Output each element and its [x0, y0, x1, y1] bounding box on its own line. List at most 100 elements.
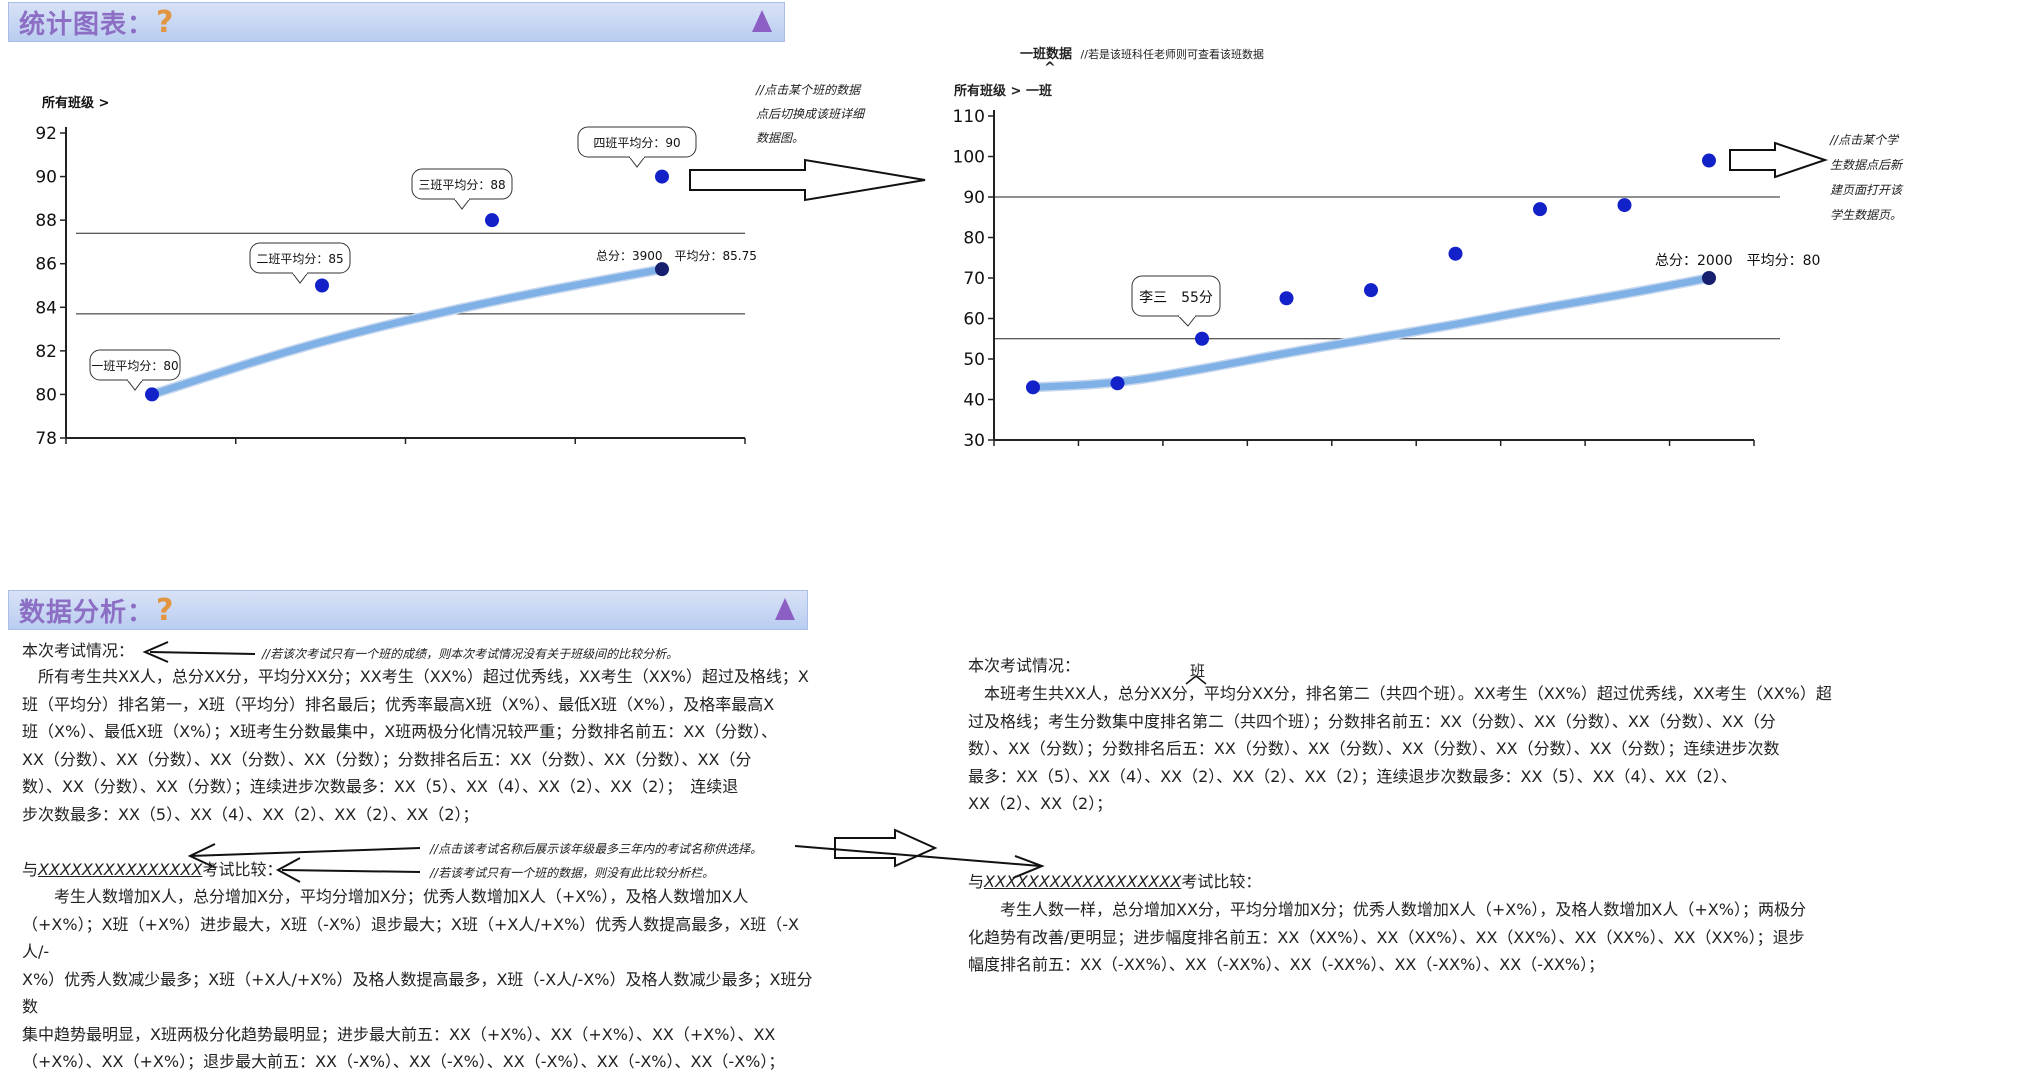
- callout-tail-mask: [455, 197, 469, 200]
- data-point: [1364, 283, 1378, 298]
- callout-tail-mask: [293, 271, 307, 274]
- data-point: [1702, 153, 1716, 168]
- total-average-point: [1702, 271, 1716, 285]
- callout-tail: [291, 272, 309, 284]
- switch-arrow-icon: [689, 158, 926, 202]
- student-callout: 李三 55分: [1131, 275, 1221, 327]
- compare-prefix: 与: [968, 872, 985, 891]
- compare-exam-link[interactable]: XXXXXXXXXXXXXXX: [38, 860, 203, 879]
- callout-label: 三班平均分：88: [418, 178, 505, 192]
- compare-exam-link[interactable]: XXXXXXXXXXXXXXXXXX: [984, 872, 1182, 891]
- right-exam-line: 最多：XX（5）、XX（4）、XX（2）、XX（2）、XX（2）；连续退步次数最…: [968, 766, 1737, 786]
- right-exam-body: 本班考生共XX人，总分XX分，平均分XX分，排名第二（共四个班）。XX考生（XX…: [968, 680, 1968, 818]
- left-compare-line: X%）优秀人数减少最多；X班（+X人/+X%）及格人数提高最多，X班（-X人/-…: [22, 969, 813, 1017]
- compare-note1: //点击该考试名称后展示该年级最多三年内的考试名称供选择。: [430, 842, 763, 856]
- callout-label: 李三 55分: [1139, 290, 1213, 306]
- data-point: [315, 278, 329, 293]
- data-point: [1195, 331, 1209, 346]
- data-point: [145, 387, 159, 402]
- breadcrumb-root[interactable]: 所有班级 >: [954, 84, 1022, 99]
- compare-note-arrow2-icon: [275, 857, 421, 883]
- left-exam-line: 所有考生共XX人，总分XX分，平均分XX分；XX考生（XX%）超过优秀线，XX考…: [22, 667, 809, 686]
- analysis-panel-title: 数据分析：: [19, 597, 155, 628]
- chart1-note-line: //点击某个班的数据: [756, 83, 861, 97]
- breadcrumb-top-label[interactable]: 一班数据: [1020, 47, 1073, 62]
- callout-tail: [628, 156, 646, 168]
- insert-mark: 班: [1190, 662, 1206, 680]
- left-exam-line: 班（X%）、最低X班（X%）；X班考生分数最集中，X班两极分化情况较严重；分数排…: [22, 722, 778, 741]
- left-compare-line: （+X%）、XX（+X%）；退步最大前五：XX（-X%）、XX（-X%）、XX（…: [22, 1052, 785, 1071]
- left-compare-body: 考生人数增加X人，总分增加X分，平均分增加X分；优秀人数增加X人（+X%），及格…: [22, 883, 822, 1076]
- chart-breadcrumb: 所有班级 >: [42, 95, 109, 111]
- chart2-note-line: 建页面打开该: [1830, 183, 1903, 197]
- left-exam-title: 本次考试情况：: [22, 641, 135, 660]
- callout-tail: [453, 198, 471, 210]
- y-tick-label: 50: [963, 350, 985, 370]
- chart2-breadcrumb: 所有班级 > 一班: [954, 80, 1052, 99]
- right-compare-line: 幅度排名前五：XX（-XX%）、XX（-XX%）、XX（-XX%）、XX（-XX…: [968, 955, 1605, 974]
- left-compare-line: （+X%）；X班（+X%）进步最大，X班（-X%）退步最大；X班（+X人/+X%…: [22, 914, 799, 962]
- class-average-callout: 三班平均分：88: [411, 168, 513, 210]
- y-tick-label: 88: [35, 211, 57, 231]
- chart2-note-line: 学生数据页。: [1830, 208, 1903, 222]
- summary-label: 总分：2000 平均分：80: [1655, 253, 1820, 269]
- left-exam-line: XX（分数）、XX（分数）、XX（分数）、XX（分数）；分数排名后五：XX（分数…: [22, 749, 752, 769]
- right-compare-line: 化趋势有改善/更明显；进步幅度排名前五：XX（XX%）、XX（XX%）、XX（X…: [968, 927, 1805, 947]
- breadcrumb-current: 一班: [1025, 84, 1052, 99]
- data-point: [1110, 376, 1125, 391]
- help-icon[interactable]: ?: [156, 592, 174, 628]
- callout-box: [1131, 275, 1221, 317]
- callout-tail-mask: [1179, 314, 1195, 317]
- y-tick-label: 84: [35, 298, 57, 318]
- compare-suffix: 考试比较：: [1181, 872, 1262, 891]
- class-detail-chart: 30 40 50 60 70 80 90 100 110 总分：2000 平均分：80 李三 55分: [953, 107, 1821, 451]
- collapse-triangle-icon[interactable]: [775, 598, 795, 620]
- callout-tail-mask: [128, 378, 142, 381]
- collapse-triangle-icon[interactable]: [752, 10, 772, 32]
- y-tick-label: 100: [953, 148, 985, 168]
- compare-link-arrow-icon: [794, 845, 1045, 879]
- callout-tail: [126, 379, 144, 391]
- data-point: [1533, 202, 1547, 217]
- callout-label: 一班平均分：80: [91, 359, 178, 373]
- chart2-note-line: 生数据点后新: [1830, 158, 1903, 172]
- callout-tail-mask: [630, 155, 644, 158]
- summary-label: 总分：3900 平均分：85.75: [596, 249, 757, 263]
- right-exam-line: 本班考生共XX人，总分XX分，平均分XX分，排名第二（共四个班）。XX考生（XX…: [968, 684, 1832, 703]
- right-exam-line: XX（2）、XX（2）；: [968, 794, 1113, 813]
- left-compare-line: 集中趋势最明显，X班两极分化趋势最明显；进步最大前五：XX（+X%）、XX（+X…: [22, 1024, 776, 1044]
- y-tick-label: 90: [963, 188, 985, 208]
- analysis-panel-header: 数据分析： ?: [8, 590, 808, 630]
- help-icon[interactable]: ?: [156, 4, 174, 40]
- y-tick-label: 82: [35, 342, 57, 362]
- compare-suffix: 考试比较：: [202, 860, 283, 879]
- stats-panel-title: 统计图表：: [19, 9, 155, 40]
- class-average-callout: 四班平均分：90: [577, 126, 697, 168]
- chart2-breadcrumb-top: 一班数据 //若是该班科任老师则可查看该班数据: [1020, 43, 1264, 62]
- left-exam-line: 数）、XX（分数）、XX（分数）；连续进步次数最多：XX（5）、XX（4）、XX…: [22, 777, 739, 796]
- data-point: [485, 213, 499, 228]
- breadcrumb-caret-icon: ^: [1044, 60, 1056, 76]
- data-point: [1279, 291, 1294, 306]
- student-arrow-icon: [1729, 141, 1829, 179]
- class-average-callout: 二班平均分：85: [249, 242, 351, 284]
- y-tick-label: 30: [963, 431, 985, 451]
- left-exam-line: 班（平均分）排名第一，X班（平均分）排名最后；优秀率最高X班（X%）、最低X班（…: [22, 694, 775, 714]
- left-exam-body: 所有考生共XX人，总分XX分，平均分XX分；XX考生（XX%）超过优秀线，XX考…: [22, 663, 822, 828]
- breadcrumb-note: //若是该班科任老师则可查看该班数据: [1080, 48, 1264, 61]
- compare-note2: //若该考试只有一个班的数据，则没有此比较分析栏。: [430, 866, 715, 880]
- left-exam-line: 步次数最多：XX（5）、XX（4）、XX（2）、XX（2）、XX（2）；: [22, 804, 479, 824]
- data-point: [1617, 198, 1632, 213]
- trend-line: [148, 265, 666, 398]
- chart2-note-line: //点击某个学: [1830, 133, 1899, 147]
- exam-note-arrow-icon: [142, 641, 256, 663]
- chart2-note: //点击某个学 生数据点后新 建页面打开该 学生数据页。: [1830, 128, 1902, 228]
- y-tick-label: 80: [963, 229, 985, 249]
- compare-note-arrow1-icon: [187, 843, 421, 869]
- exam-note: //若该次考试只有一个班的成绩，则本次考试情况没有关于班级间的比较分析。: [262, 647, 679, 661]
- y-tick-label: 86: [35, 255, 57, 275]
- insert-caret-icon: [1185, 675, 1207, 685]
- class-average-chart: 所有班级 > 78 80 82 84 86 88 90 92 总分：3900 平均分：85.75 一…: [35, 95, 757, 449]
- data-point: [655, 169, 669, 184]
- right-exam-line: 数）、XX（分数）；分数排名后五：XX（分数）、XX（分数）、XX（分数）、XX…: [968, 739, 1780, 758]
